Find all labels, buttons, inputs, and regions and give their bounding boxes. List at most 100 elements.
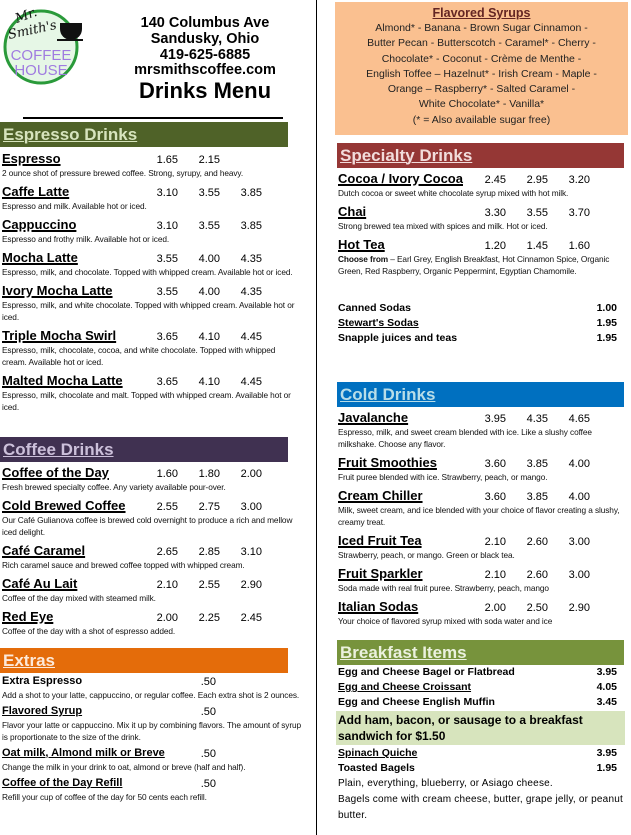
item-name: Cream Chiller: [338, 488, 423, 503]
price-row: Toasted Bagels 1.95: [338, 761, 628, 776]
description-lead: Choose from: [338, 254, 389, 264]
sodas-section: Canned Sodas 1.00 Stewart's Sodas 1.95 Snapp…: [338, 301, 628, 346]
item-price: 1.95: [596, 317, 617, 329]
item-description: Milk, sweet cream, and ice blended with …: [338, 504, 628, 528]
breakfast-section: Egg and Cheese Bagel or Flatbread 3.95 Egg…: [336, 665, 628, 824]
item-description: Rich caramel sauce and brewed coffee top…: [2, 559, 297, 571]
item-name: Chai: [338, 204, 367, 219]
coffee-section: Coffee of the Day 1.60 1.80 2.00 Fresh brewe…: [2, 463, 297, 640]
item-row: Hot Tea 1.20 1.45 1.60: [338, 235, 628, 253]
item-name: Caffe Latte: [2, 184, 70, 199]
item-description: Flavor your latte or cappuccino. Mix it …: [2, 719, 302, 743]
item-row: Cocoa / Ivory Cocoa 2.45 2.95 3.20: [338, 169, 628, 187]
item-price: 3.95: [484, 413, 506, 425]
item-price: 1.95: [596, 332, 617, 344]
menu-item: Café Caramel 2.65 2.85 3.10 Rich caramel sau…: [2, 541, 297, 571]
item-price: 1.60: [568, 240, 590, 252]
item-price: 3.00: [568, 536, 590, 548]
item-price: 4.10: [198, 331, 220, 343]
city: Sandusky, Ohio: [150, 31, 260, 47]
item-row: Ivory Mocha Latte 3.55 4.00 4.35: [2, 281, 297, 299]
syrup-line: Chocolate* - Coconut - Crème de Menthe -: [381, 52, 582, 65]
item-name: Egg and Cheese English Muffin: [338, 696, 495, 708]
item-price: 4.00: [198, 286, 220, 298]
menu-item: Javalanche 3.95 4.35 4.65 Espresso, milk, an…: [338, 408, 628, 450]
price-row: Spinach Quiche 3.95: [338, 746, 628, 761]
item-price: 3.85: [526, 491, 548, 503]
item-price: 3.65: [156, 376, 178, 388]
item-price: 4.05: [596, 681, 617, 693]
item-name: Cappuccino: [2, 217, 77, 232]
description-text: Milk, sweet cream, and ice blended with …: [338, 505, 620, 527]
item-price: 2.95: [526, 174, 548, 186]
item-price: 4.45: [240, 331, 262, 343]
item-price: 1.80: [198, 468, 220, 480]
item-price: 1.65: [156, 154, 178, 166]
item-price: 2.10: [156, 579, 178, 591]
item-name: Red Eye: [2, 609, 54, 624]
item-price: 2.00: [156, 612, 178, 624]
item-price: 1.95: [596, 762, 617, 774]
menu-item: Malted Mocha Latte 3.65 4.10 4.45 Espresso, …: [2, 371, 297, 413]
item-name: Spinach Quiche: [338, 747, 418, 759]
item-price: 3.10: [156, 220, 178, 232]
description-text: Espresso, milk, and sweet cream blended …: [338, 427, 592, 449]
item-description: Espresso and milk. Available hot or iced…: [2, 200, 297, 212]
syrup-line: Orange – Raspberry* - Salted Caramel -: [387, 83, 576, 96]
extras-section: Extra Espresso .50 Add a shot to your latt…: [2, 674, 302, 806]
item-row: Cold Brewed Coffee 2.55 2.75 3.00: [2, 496, 297, 514]
item-price: 2.45: [240, 612, 262, 624]
phone: 419-625-6885: [159, 47, 251, 63]
item-name: Iced Fruit Tea: [338, 533, 422, 548]
item-name: Triple Mocha Swirl: [2, 328, 117, 343]
item-price: 3.10: [156, 187, 178, 199]
item-price: 3.55: [198, 187, 220, 199]
svg-text:HOUSE: HOUSE: [14, 62, 67, 79]
item-row: Mocha Latte 3.55 4.00 4.35: [2, 248, 297, 266]
menu-item: Cream Chiller 3.60 3.85 4.00 Milk, sweet cre…: [338, 486, 628, 528]
item-price: 4.65: [568, 413, 590, 425]
description-text: Fresh brewed specialty coffee. Any varie…: [2, 482, 226, 492]
item-price: 2.60: [526, 569, 548, 581]
item-price: .50: [200, 748, 216, 760]
item-row: Triple Mocha Swirl 3.65 4.10 4.45: [2, 326, 297, 344]
menu-item: Caffe Latte 3.10 3.55 3.85 Espresso and milk…: [2, 182, 297, 212]
item-price: 3.70: [568, 207, 590, 219]
menu-item: Iced Fruit Tea 2.10 2.60 3.00 Strawberry, pe…: [338, 531, 628, 561]
item-description: Espresso, milk, chocolate and malt. Topp…: [2, 389, 297, 413]
breakfast-header: Breakfast Items: [337, 640, 624, 665]
specialty-header: Specialty Drinks: [337, 143, 624, 168]
item-price: 4.35: [526, 413, 548, 425]
item-price: 2.85: [198, 546, 220, 558]
website[interactable]: mrsmithscoffee.com: [134, 62, 276, 78]
column-divider: [316, 0, 317, 835]
cold-header: Cold Drinks: [337, 382, 624, 407]
item-name: Oat milk, Almond milk or Breve: [2, 747, 165, 759]
bagel-note: Plain, everything, blueberry, or Asiago …: [338, 778, 553, 789]
item-price: 2.55: [198, 579, 220, 591]
item-price: 3.60: [484, 458, 506, 470]
item-description: Espresso, milk, chocolate, cocoa, and wh…: [2, 344, 297, 368]
syrup-line: English Toffee – Hazelnut* - Irish Cream…: [366, 67, 597, 80]
item-price: 1.20: [484, 240, 506, 252]
item-name: Mocha Latte: [2, 250, 78, 265]
item-name: Cocoa / Ivory Cocoa: [338, 171, 463, 186]
menu-item: Mocha Latte 3.55 4.00 4.35 Espresso, milk, a…: [2, 248, 297, 278]
item-row: Iced Fruit Tea 2.10 2.60 3.00: [338, 531, 628, 549]
menu-item: Cocoa / Ivory Cocoa 2.45 2.95 3.20 Dutch coc…: [338, 169, 628, 199]
item-description: Coffee of the day mixed with steamed mil…: [2, 592, 297, 604]
item-price: 2.25: [198, 612, 220, 624]
menu-item: Italian Sodas 2.00 2.50 2.90 Your choice of …: [338, 597, 628, 627]
item-row: Oat milk, Almond milk or Breve .50: [2, 746, 302, 761]
description-text: Espresso, milk, and white chocolate. Top…: [2, 300, 295, 322]
item-row: Italian Sodas 2.00 2.50 2.90: [338, 597, 628, 615]
item-price: 4.00: [198, 253, 220, 265]
item-price: 2.00: [240, 468, 262, 480]
menu-item: Cold Brewed Coffee 2.55 2.75 3.00 Our Café G…: [2, 496, 297, 538]
cold-section: Javalanche 3.95 4.35 4.65 Espresso, milk, an…: [338, 408, 628, 630]
syrup-line: White Chocolate* - Vanilla*: [418, 98, 545, 111]
menu-item: Café Au Lait 2.10 2.55 2.90 Coffee of the da…: [2, 574, 297, 604]
description-text: Coffee of the day mixed with steamed mil…: [2, 593, 156, 603]
coffee-house-logo: Mr. Smith's COFFEE HOUSE: [3, 5, 83, 85]
svg-text:Mr.: Mr.: [12, 5, 39, 27]
